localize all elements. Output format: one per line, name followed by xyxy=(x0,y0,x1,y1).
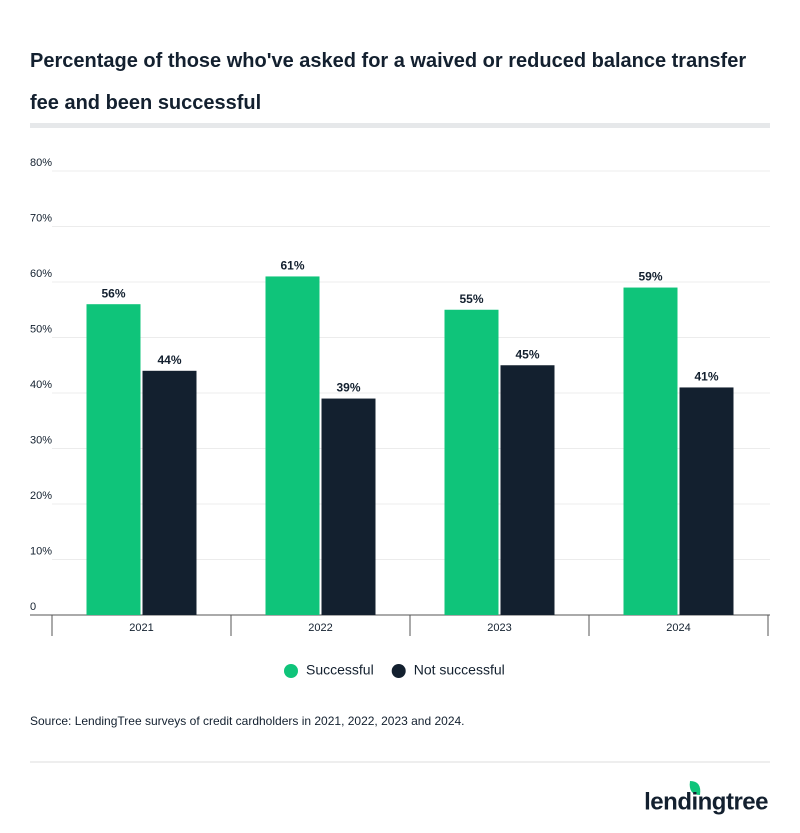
title-box: Percentage of those who've asked for a w… xyxy=(30,50,747,114)
legend-label: Successful xyxy=(306,662,374,678)
y-tick-label: 20% xyxy=(30,490,52,502)
bar xyxy=(86,304,141,615)
y-tick-label: 60% xyxy=(30,268,52,280)
legend-label: Not successful xyxy=(414,662,505,678)
x-tick-label: 2024 xyxy=(666,622,690,634)
y-tick-label: 70% xyxy=(30,212,52,224)
value-label: 41% xyxy=(694,370,718,384)
bar xyxy=(623,287,678,615)
value-label: 61% xyxy=(280,259,304,273)
separator xyxy=(30,123,770,128)
bar xyxy=(444,309,499,615)
y-tick-label: 0 xyxy=(30,601,36,613)
y-tick-label: 40% xyxy=(30,379,52,391)
bar xyxy=(265,276,320,615)
value-label: 59% xyxy=(638,270,662,284)
x-tick-label: 2021 xyxy=(129,622,153,634)
value-label: 56% xyxy=(101,286,125,300)
legend-marker xyxy=(391,664,406,678)
source: Source: LendingTree surveys of credit ca… xyxy=(30,714,465,728)
value-label: 55% xyxy=(459,292,483,306)
value-label: 39% xyxy=(336,381,360,395)
bar xyxy=(142,370,197,615)
y-tick-label: 80% xyxy=(30,157,52,169)
value-label: 44% xyxy=(157,353,181,367)
y-tick-label: 50% xyxy=(30,323,52,335)
bar xyxy=(321,398,376,615)
value-label: 45% xyxy=(515,347,539,361)
chart-title: Percentage of those who've asked for a w… xyxy=(30,50,747,114)
bar xyxy=(500,365,555,615)
logo: lendingtree xyxy=(644,788,768,815)
y-tick-label: 30% xyxy=(30,434,52,446)
bar xyxy=(679,387,734,615)
logo-leaf xyxy=(689,781,701,795)
x-tick-label: 2023 xyxy=(487,622,511,634)
legend-marker xyxy=(284,664,298,678)
y-tick-label: 10% xyxy=(30,545,52,557)
x-tick-label: 2022 xyxy=(308,622,332,634)
